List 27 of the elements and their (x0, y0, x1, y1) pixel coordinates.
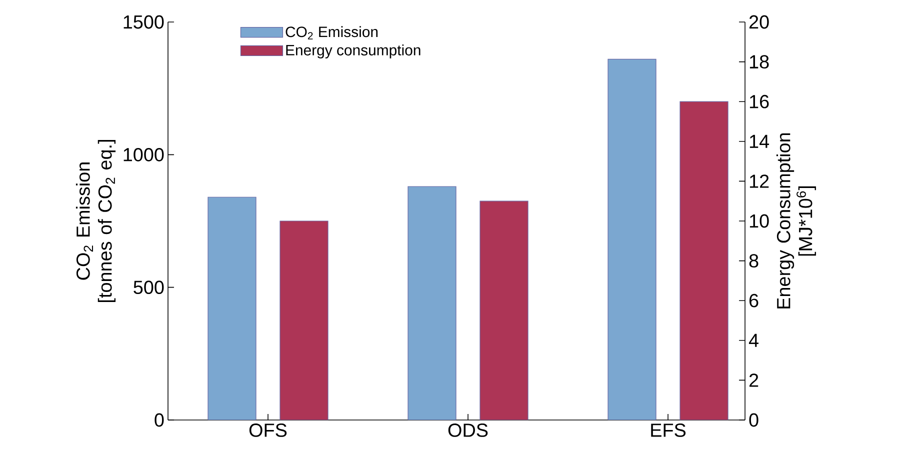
x-tick-label: ODS (448, 424, 488, 437)
y2-tick-label: 18 (750, 55, 769, 68)
legend-label: Energy consumption (286, 44, 420, 58)
bar (480, 200, 528, 420)
y2-tick-label: 12 (750, 174, 769, 188)
y-tick-label: 500 (134, 280, 164, 294)
bar (280, 220, 328, 420)
y-tick-label: 0 (154, 413, 164, 427)
y-tick-label: 1500 (124, 15, 164, 29)
y2-tick-label: 16 (750, 94, 769, 108)
legend-label: CO$_{2}$ Emission (286, 26, 378, 40)
y2-tick-label: 0 (749, 413, 758, 427)
y2-tick-label: 10 (750, 214, 769, 228)
y-tick-label: 1000 (124, 148, 164, 162)
bar (208, 196, 256, 420)
y2-tick-label: 14 (750, 134, 770, 148)
y2-tick-label: 20 (749, 15, 769, 29)
bar (680, 101, 728, 420)
y2-tick-label: 2 (749, 374, 758, 387)
x-tick-label: OFS (249, 424, 287, 437)
y2-tick-label: 4 (748, 334, 758, 347)
y2-tick-label: 8 (749, 254, 758, 268)
bar (608, 58, 656, 420)
y2-tick-label: 6 (749, 294, 758, 308)
x-tick-label: EFS (651, 424, 686, 437)
bar (408, 186, 456, 420)
y2-axis-title: Energy Consumption [MJ*10$^{6}$] (776, 133, 816, 308)
